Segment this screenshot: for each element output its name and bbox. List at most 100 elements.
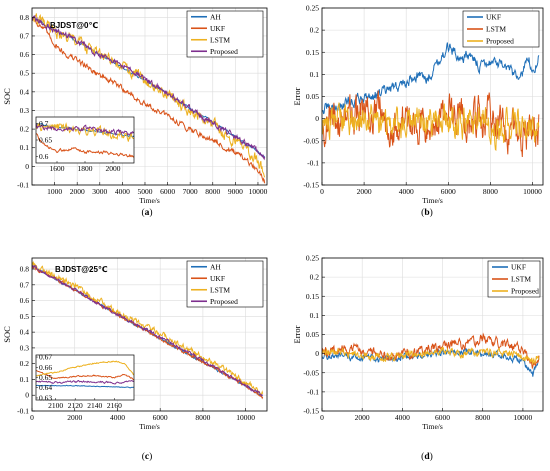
series-line-proposed	[322, 102, 540, 152]
y-tick-label: 0.2	[310, 26, 320, 35]
inset-zoom: 1600 1800 2000 0.6 0.65 0.7	[35, 116, 135, 173]
inset-series-line	[36, 123, 134, 137]
y-tick-label: -0.05	[303, 136, 319, 145]
y-tick-label: 0.6	[20, 50, 30, 59]
y-tick-label: 0.7	[20, 280, 30, 289]
y-axis-label: SOC	[2, 88, 12, 105]
x-tick-label: 6000	[153, 413, 168, 422]
legend: AH UKF LSTM Proposed	[186, 260, 264, 308]
legend-box	[186, 260, 264, 308]
inset-y-tick-label: 0.7	[39, 119, 49, 128]
chart-panel-c: 0 2000 4000 6000 8000 10000-0.100.10.20.30.40…	[2, 257, 268, 462]
series-line-ukf	[32, 17, 266, 184]
y-tick-label: 0.05	[306, 330, 319, 339]
x-tick-label: 2000	[70, 187, 85, 196]
series-line-proposed	[32, 14, 266, 161]
series-line-ukf	[32, 266, 264, 400]
y-tick-label: 0	[315, 114, 319, 123]
y-tick-label: -0.15	[303, 181, 319, 190]
x-tick-label: 1000	[47, 187, 62, 196]
inset-series-line	[36, 360, 134, 377]
x-tick-label: 4000	[399, 187, 414, 196]
x-tick-label: 0	[30, 413, 34, 422]
axes-frame	[31, 257, 268, 412]
legend-label-proposed: Proposed	[486, 37, 514, 46]
x-tick-label: 6000	[160, 187, 175, 196]
x-axis-label: Time/s	[422, 422, 443, 431]
inset-y-tick-label: 0.6	[39, 152, 49, 161]
legend-label-ukf: UKF	[210, 274, 225, 283]
legend-label-ukf: UKF	[511, 263, 526, 272]
series-line-proposed	[32, 265, 263, 397]
x-tick-label: 10000	[523, 187, 542, 196]
legend-label-lstm: LSTM	[210, 35, 230, 44]
y-tick-label: -0.05	[303, 368, 319, 377]
x-tick-label: 2000	[67, 413, 82, 422]
inset-x-tick-label: 2000	[106, 164, 121, 173]
x-tick-label: 3000	[92, 187, 107, 196]
inset-x-tick-label: 1600	[50, 164, 65, 173]
x-tick-label: 7000	[183, 187, 198, 196]
legend-label-ah: AH	[210, 12, 221, 21]
legend: AH UKF LSTM Proposed	[186, 10, 264, 58]
y-axis-label: Error	[292, 87, 302, 105]
y-tick-label: 0.3	[20, 106, 30, 115]
x-tick-label: 2000	[357, 187, 372, 196]
inset-x-tick-label: 2120	[68, 401, 83, 410]
x-tick-label: 0	[320, 187, 324, 196]
inset-y-tick-label: 0.64	[39, 383, 52, 392]
inset-series-line	[36, 122, 134, 142]
y-tick-label: 0	[25, 162, 29, 171]
inset-series-line	[36, 379, 134, 385]
legend: UKF LSTM Proposed	[462, 10, 540, 48]
x-tick-label: 0	[320, 413, 324, 422]
y-tick-label: 0.1	[310, 311, 320, 320]
y-tick-label: 0.2	[310, 273, 320, 282]
chart-panel-a: 1000 2000 3000 4000 5000 6000 7000 8000 9000 1000…	[2, 7, 268, 218]
y-tick-label: -0.1	[17, 407, 29, 416]
y-axis-label: SOC	[2, 326, 12, 343]
x-tick-label: 9000	[228, 187, 243, 196]
x-tick-label: 8000	[483, 187, 498, 196]
y-tick-label: 0.1	[20, 143, 30, 152]
inset-zoom: 2100 2120 2140 2160 0.630.640.650.660.67	[35, 353, 135, 410]
x-tick-label: 4000	[115, 187, 130, 196]
inset-x-tick-label: 2160	[107, 401, 122, 410]
y-tick-label: 0.5	[20, 69, 30, 78]
y-tick-label: -0.15	[303, 407, 319, 416]
x-tick-label: 10000	[236, 413, 255, 422]
y-tick-label: 0	[25, 391, 29, 400]
y-tick-label: 0.5	[20, 312, 30, 321]
inset-y-tick-label: 0.66	[39, 363, 52, 372]
inset-series-line	[36, 133, 134, 158]
legend: UKF LSTM Proposed	[487, 260, 541, 298]
x-axis-label: Time/s	[139, 196, 160, 205]
series-line-lstm	[322, 90, 540, 158]
inset-series-line	[36, 384, 134, 389]
legend-label-lstm: LSTM	[210, 285, 230, 294]
y-tick-label: -0.1	[307, 158, 319, 167]
x-tick-label: 8000	[205, 187, 220, 196]
y-tick-label: 0.15	[306, 292, 319, 301]
x-tick-label: 6000	[441, 187, 456, 196]
legend-label-ukf: UKF	[486, 13, 501, 22]
y-tick-label: 0.1	[20, 375, 30, 384]
inset-x-tick-label: 2100	[48, 401, 63, 410]
inset-y-tick-label: 0.65	[39, 136, 52, 145]
y-tick-label: 0	[315, 349, 319, 358]
panel-caption: (d)	[421, 451, 433, 462]
legend-label-proposed: Proposed	[210, 297, 238, 306]
y-tick-label: 0.4	[20, 87, 30, 96]
y-axis-label: Error	[292, 325, 302, 343]
series-line-ukf	[322, 42, 540, 115]
x-tick-label: 4000	[395, 413, 410, 422]
legend-label-ah: AH	[210, 262, 221, 271]
legend-box	[186, 10, 264, 58]
y-tick-label: -0.1	[17, 181, 29, 190]
x-axis-label: Time/s	[422, 196, 443, 205]
y-tick-label: 0.8	[20, 13, 30, 22]
series-line-lstm	[32, 260, 264, 396]
panel-caption: (a)	[141, 207, 152, 218]
inset-y-tick-label: 0.63	[39, 393, 52, 402]
y-tick-label: 0.6	[20, 296, 30, 305]
